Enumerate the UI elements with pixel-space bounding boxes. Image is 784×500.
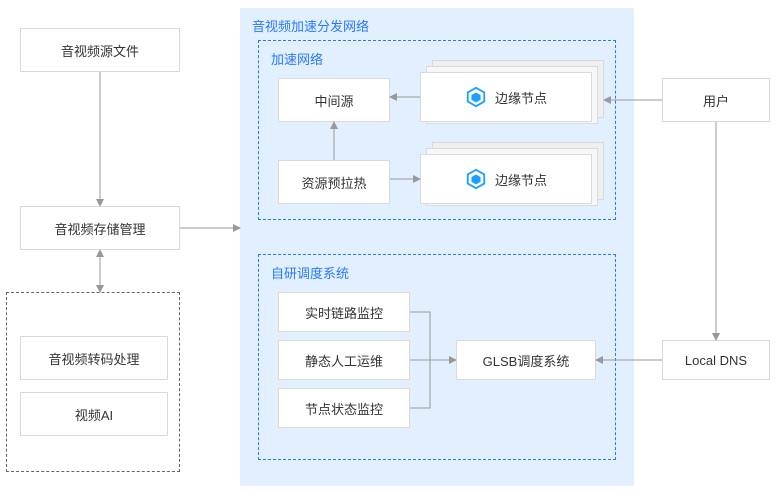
box-local-dns: Local DNS bbox=[662, 340, 770, 380]
label-node-status: 节点状态监控 bbox=[305, 399, 383, 418]
label-glsb: GLSB调度系统 bbox=[483, 351, 570, 370]
box-video-ai: 视频AI bbox=[20, 392, 168, 436]
box-mid-source: 中间源 bbox=[278, 78, 390, 122]
box-edge-node-1: 边缘节点 bbox=[420, 72, 592, 122]
label-side-right bbox=[112, 110, 202, 138]
diagram-canvas: 音视频源文件 音视频存储管理 音视频转码处理 视频AI 音视频加速分发网络 加速… bbox=[0, 0, 784, 500]
label-video-ai: 视频AI bbox=[75, 405, 113, 424]
label-local-dns: Local DNS bbox=[685, 353, 747, 368]
group-service bbox=[6, 292, 180, 472]
label-user: 用户 bbox=[703, 91, 729, 110]
hexagon-icon bbox=[465, 86, 487, 108]
box-user: 用户 bbox=[662, 78, 770, 122]
label-static-ops: 静态人工运维 bbox=[305, 351, 383, 370]
label-accel-title: 加速网络 bbox=[271, 49, 323, 68]
box-glsb: GLSB调度系统 bbox=[456, 340, 596, 380]
box-prewarm: 资源预拉热 bbox=[278, 160, 390, 204]
label-prewarm: 资源预拉热 bbox=[301, 173, 366, 192]
label-edge-node-1: 边缘节点 bbox=[495, 88, 547, 107]
box-storage-mgmt: 音视频存储管理 bbox=[20, 206, 180, 250]
box-static-ops: 静态人工运维 bbox=[278, 340, 410, 380]
box-node-status: 节点状态监控 bbox=[278, 388, 410, 428]
label-scheduler-title: 自研调度系统 bbox=[271, 263, 349, 282]
label-source-file: 音视频源文件 bbox=[61, 41, 139, 60]
box-realtime: 实时链路监控 bbox=[278, 292, 410, 332]
box-transcode: 音视频转码处理 bbox=[20, 336, 168, 380]
label-cdn-title: 音视频加速分发网络 bbox=[252, 16, 369, 35]
label-mid-source: 中间源 bbox=[314, 91, 353, 110]
label-transcode: 音视频转码处理 bbox=[48, 349, 139, 368]
label-edge-node-2: 边缘节点 bbox=[495, 170, 547, 189]
hexagon-icon bbox=[465, 168, 487, 190]
box-edge-node-2: 边缘节点 bbox=[420, 154, 592, 204]
label-realtime: 实时链路监控 bbox=[305, 303, 383, 322]
label-storage-mgmt: 音视频存储管理 bbox=[54, 219, 145, 238]
box-source-file: 音视频源文件 bbox=[20, 28, 180, 72]
